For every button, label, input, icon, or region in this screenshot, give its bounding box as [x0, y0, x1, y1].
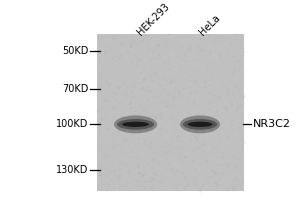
Text: 100KD: 100KD	[56, 119, 88, 129]
Ellipse shape	[122, 122, 149, 127]
Ellipse shape	[180, 115, 220, 133]
Text: 50KD: 50KD	[62, 46, 88, 56]
Text: NR3C2: NR3C2	[253, 119, 291, 129]
FancyBboxPatch shape	[98, 34, 244, 191]
Ellipse shape	[183, 119, 217, 130]
Ellipse shape	[114, 115, 157, 133]
Ellipse shape	[188, 122, 212, 127]
Text: HeLa: HeLa	[197, 13, 222, 37]
Text: HEK-293: HEK-293	[136, 2, 172, 37]
Ellipse shape	[117, 119, 154, 130]
Text: 130KD: 130KD	[56, 165, 88, 175]
Text: 70KD: 70KD	[62, 84, 88, 94]
